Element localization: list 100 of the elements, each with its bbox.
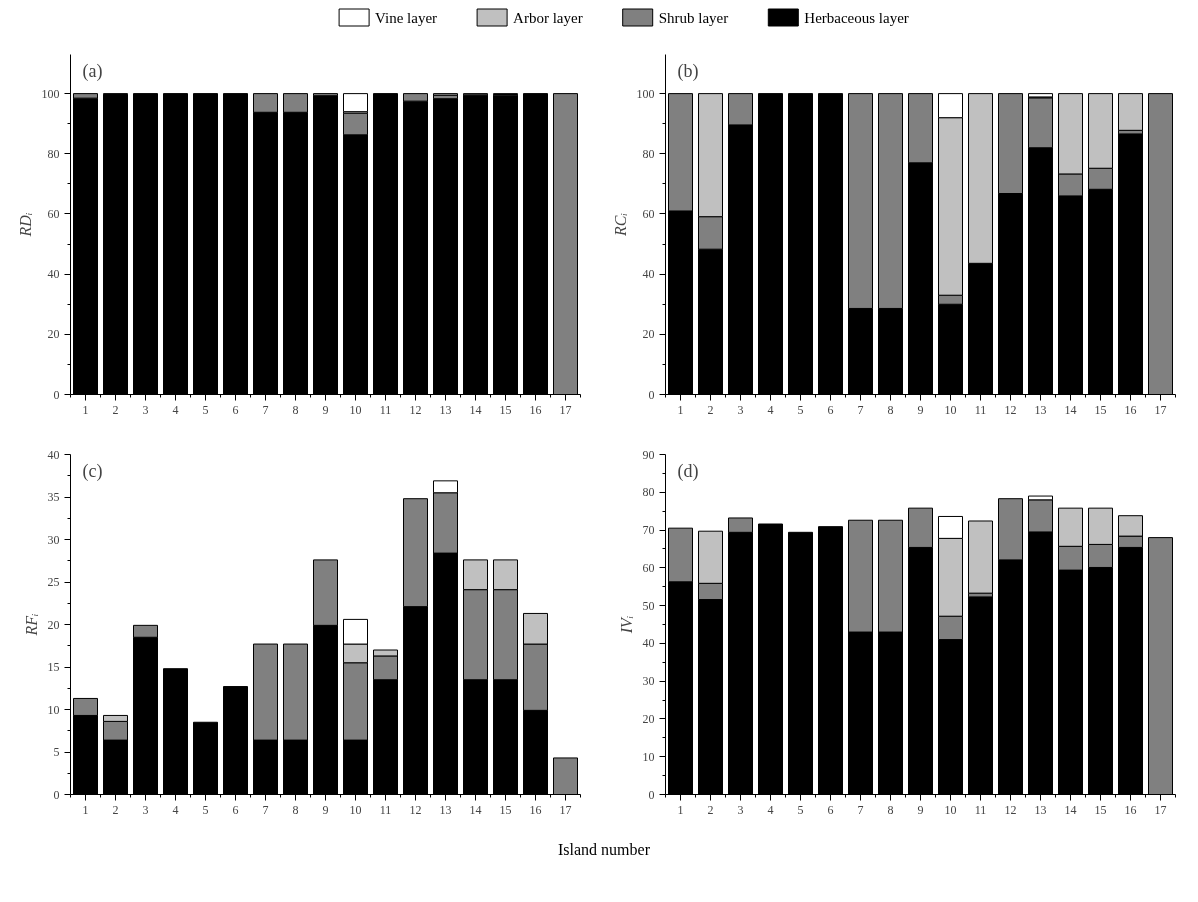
y-tick-label: 0 <box>53 787 60 802</box>
x-tick-label: 16 <box>529 802 542 817</box>
y-axis-title: IVᵢ <box>617 615 635 635</box>
legend-label: Herbaceous layer <box>804 9 909 26</box>
y-tick-label: 50 <box>642 598 655 613</box>
y-tick-label: 100 <box>41 86 60 101</box>
x-tick-label: 2 <box>707 802 714 817</box>
x-tick-label: 17 <box>559 402 572 417</box>
x-tick-label: 1 <box>82 402 89 417</box>
y-tick-label: 30 <box>47 532 60 547</box>
x-tick-label: 6 <box>827 402 834 417</box>
x-tick-label: 2 <box>112 402 119 417</box>
y-tick-label: 80 <box>47 146 60 161</box>
x-tick-label: 13 <box>1034 802 1047 817</box>
y-tick-label: 20 <box>47 617 60 632</box>
y-tick-label: 60 <box>642 560 655 575</box>
x-tick-label: 5 <box>202 402 209 417</box>
x-tick-label: 4 <box>172 402 179 417</box>
x-tick-label: 7 <box>262 802 269 817</box>
x-tick-label: 14 <box>1064 802 1077 817</box>
x-tick-label: 17 <box>1154 402 1167 417</box>
x-tick-label: 3 <box>737 802 744 817</box>
x-tick-label: 15 <box>1094 402 1107 417</box>
x-tick-label: 17 <box>559 802 572 817</box>
x-tick-label: 15 <box>1094 802 1107 817</box>
x-tick-label: 5 <box>797 802 804 817</box>
y-tick-label: 5 <box>53 745 60 759</box>
x-tick-label: 16 <box>1124 402 1137 417</box>
x-axis-title: Island number <box>558 840 650 860</box>
y-tick-label: 70 <box>642 523 655 538</box>
x-tick-label: 2 <box>707 402 714 417</box>
y-tick-label: 20 <box>642 711 655 726</box>
y-axis-title: RFᵢ <box>22 613 40 637</box>
x-tick-label: 11 <box>974 802 987 817</box>
y-tick-label: 40 <box>642 636 655 651</box>
y-tick-label: 40 <box>47 447 60 462</box>
y-tick-label: 80 <box>642 146 655 161</box>
y-tick-label: 90 <box>642 447 655 462</box>
x-tick-label: 10 <box>349 402 362 417</box>
x-tick-label: 12 <box>409 802 422 817</box>
x-tick-label: 10 <box>944 802 957 817</box>
x-tick-label: 15 <box>499 402 512 417</box>
x-tick-label: 14 <box>1064 402 1077 417</box>
x-tick-label: 13 <box>1034 402 1047 417</box>
y-tick-label: 0 <box>648 787 655 802</box>
y-tick-label: 20 <box>642 327 655 342</box>
chart-title: (c) <box>82 460 103 482</box>
x-tick-label: 13 <box>439 802 452 817</box>
y-tick-label: 15 <box>47 660 60 674</box>
x-tick-label: 9 <box>917 802 924 817</box>
x-tick-label: 13 <box>439 402 452 417</box>
y-tick-label: 100 <box>636 86 655 101</box>
x-tick-label: 17 <box>1154 802 1167 817</box>
legend-label: Vine layer <box>375 9 438 26</box>
x-tick-label: 2 <box>112 802 119 817</box>
y-tick-label: 80 <box>642 485 655 500</box>
legend-label: Shrub layer <box>658 9 729 26</box>
x-tick-label: 7 <box>857 802 864 817</box>
x-tick-label: 12 <box>409 402 422 417</box>
y-tick-label: 40 <box>47 267 60 282</box>
y-axis-title: RDᵢ <box>16 212 34 238</box>
x-tick-label: 16 <box>1124 802 1137 817</box>
x-tick-label: 11 <box>379 402 392 417</box>
x-tick-label: 9 <box>322 402 329 417</box>
x-tick-label: 16 <box>529 402 542 417</box>
x-tick-label: 7 <box>262 402 269 417</box>
x-tick-label: 11 <box>974 402 987 417</box>
x-tick-label: 8 <box>887 802 894 817</box>
x-tick-label: 6 <box>827 802 834 817</box>
x-tick-label: 1 <box>677 802 684 817</box>
x-tick-label: 4 <box>767 802 774 817</box>
x-tick-label: 4 <box>172 802 179 817</box>
x-tick-label: 1 <box>82 802 89 817</box>
x-tick-label: 12 <box>1004 402 1017 417</box>
chart-title: (d) <box>677 460 699 482</box>
x-tick-label: 14 <box>469 802 482 817</box>
x-tick-label: 8 <box>887 402 894 417</box>
y-tick-label: 10 <box>47 702 60 717</box>
x-tick-label: 6 <box>232 402 239 417</box>
y-tick-label: 20 <box>47 327 60 342</box>
y-tick-label: 25 <box>47 575 60 589</box>
x-tick-label: 9 <box>322 802 329 817</box>
x-tick-label: 10 <box>349 802 362 817</box>
x-tick-label: 6 <box>232 802 239 817</box>
legend-label: Arbor layer <box>513 9 583 26</box>
x-tick-label: 9 <box>917 402 924 417</box>
x-tick-label: 11 <box>379 802 392 817</box>
y-tick-label: 60 <box>642 206 655 221</box>
y-tick-label: 0 <box>648 387 655 402</box>
x-tick-label: 14 <box>469 402 482 417</box>
chart-title: (a) <box>82 60 103 82</box>
x-tick-label: 5 <box>797 402 804 417</box>
x-tick-label: 3 <box>142 802 149 817</box>
x-tick-label: 1 <box>677 402 684 417</box>
x-tick-label: 10 <box>944 402 957 417</box>
y-tick-label: 30 <box>642 674 655 689</box>
x-tick-label: 8 <box>292 802 299 817</box>
y-tick-label: 10 <box>642 749 655 764</box>
x-tick-label: 12 <box>1004 802 1017 817</box>
y-tick-label: 40 <box>642 267 655 282</box>
